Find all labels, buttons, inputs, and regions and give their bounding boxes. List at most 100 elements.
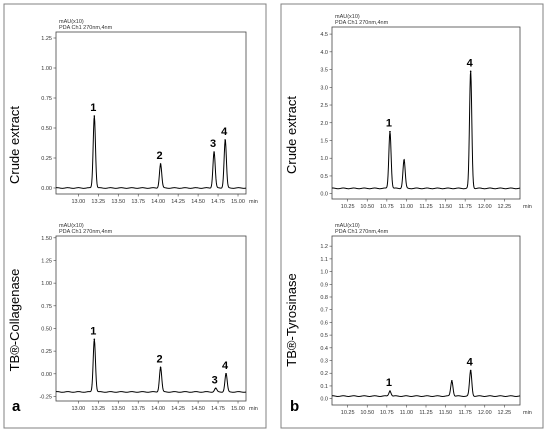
peak-apex: [93, 115, 96, 117]
panel-b-label: b: [290, 398, 299, 415]
x-tick-label: 14.25: [171, 406, 185, 412]
y-tick-label: 0.3: [320, 359, 328, 365]
x-tick-label: 11.25: [419, 204, 432, 210]
y-tick-label: 2.5: [320, 103, 328, 109]
x-tick-label: 10.75: [380, 410, 394, 416]
y-tick-label: 0.8: [320, 295, 328, 301]
y-tick-label: 1.00: [41, 66, 52, 72]
x-tick-label: 12.00: [478, 204, 492, 210]
peak-apex: [93, 338, 96, 341]
detector-channel-label: PDA Ch1 270nm,4nm: [335, 20, 389, 26]
detector-unit-label: mAU(x10): [59, 19, 84, 25]
x-tick-label: 12.00: [478, 410, 492, 416]
x-tick-label: 13.75: [131, 406, 145, 412]
chart-a-top: mAU(x10)PDA Ch1 270nm,4nm 13.00 13.25 13.50…: [41, 19, 258, 205]
y-tick-label: 0.6: [320, 320, 328, 326]
x-tick-label: 11.75: [458, 410, 471, 416]
chromatogram-trace: [55, 339, 247, 393]
sample-label-b-bottom: TB®-Tyrosinase: [284, 273, 299, 366]
chromatogram-trace: [331, 369, 521, 397]
x-tick-label: 15.00: [231, 406, 245, 412]
detector-channel-label: PDA Ch1 270nm,4nm: [59, 229, 113, 235]
peak-label: 1: [386, 118, 392, 130]
peak-apex: [403, 159, 405, 161]
peak-label: 1: [386, 377, 392, 389]
chart-b-bottom: mAU(x10)PDA Ch1 270nm,4nm 10.25 10.50 10.75…: [320, 223, 532, 416]
y-tick-label: 0.1: [320, 384, 328, 390]
y-tick-label: 0.9: [320, 282, 328, 288]
x-tick-label: 14.50: [191, 406, 205, 412]
x-unit-label: min: [249, 406, 258, 412]
x-tick-label: 14.25: [171, 199, 185, 205]
peak-apex: [225, 373, 227, 375]
x-tick-label: 13.75: [131, 199, 145, 205]
y-tick-label: 0.25: [41, 349, 52, 355]
y-tick-label: 0.50: [41, 126, 52, 132]
peak-apex: [159, 366, 162, 369]
y-tick-label: 3.5: [320, 68, 328, 74]
y-tick-label: 0.0: [320, 192, 328, 198]
chart-b-top: mAU(x10)PDA Ch1 270nm,4nm 10.25 10.50 10.75…: [320, 14, 532, 210]
x-unit-label: min: [523, 204, 532, 210]
y-tick-label: -0.25: [39, 394, 52, 400]
x-tick-label: 11.50: [439, 410, 452, 416]
y-tick-label: 4.5: [320, 32, 328, 38]
x-tick-label: 14.75: [211, 406, 225, 412]
y-tick-label: 0.7: [320, 308, 328, 314]
y-tick-label: 3.0: [320, 85, 328, 91]
y-tick-label: 1.50: [41, 236, 52, 242]
y-tick-label: 1.25: [41, 258, 52, 264]
plot-frame: [55, 31, 247, 195]
y-tick-label: 0.25: [41, 156, 52, 162]
y-tick-label: 0.50: [41, 326, 52, 332]
y-tick-label: 0.4: [320, 346, 328, 352]
x-tick-label: 14.75: [211, 199, 225, 205]
x-tick-label: 10.25: [341, 204, 355, 210]
plot-frame: [331, 235, 521, 406]
peak-label: 3: [212, 374, 218, 386]
y-tick-label: 0.00: [41, 186, 52, 192]
x-tick-label: 11.00: [400, 204, 413, 210]
y-tick-label: 0.5: [320, 333, 328, 339]
x-tick-label: 11.75: [458, 204, 471, 210]
peak-label: 4: [467, 357, 474, 369]
peak-apex: [469, 369, 472, 372]
x-unit-label: min: [523, 410, 532, 416]
y-tick-label: 0.00: [41, 372, 52, 378]
y-tick-label: 2.0: [320, 121, 328, 127]
x-tick-label: 13.50: [111, 199, 125, 205]
y-tick-label: 0.2: [320, 371, 328, 377]
x-tick-label: 13.50: [111, 406, 125, 412]
y-tick-label: 0.0: [320, 397, 328, 403]
x-tick-label: 15.00: [231, 199, 245, 205]
peak-label: 1: [90, 325, 96, 337]
sample-label-b-top: Crude extract: [284, 96, 299, 174]
detector-unit-label: mAU(x10): [59, 223, 84, 229]
chromatogram-trace: [55, 116, 247, 189]
x-tick-label: 10.50: [360, 410, 374, 416]
x-tick-label: 14.00: [151, 199, 165, 205]
x-tick-label: 10.25: [341, 410, 355, 416]
sample-label-a-bottom: TB®-Collagenase: [7, 269, 22, 372]
peak-label: 2: [157, 150, 163, 162]
x-tick-label: 12.25: [497, 204, 511, 210]
detector-channel-label: PDA Ch1 270nm,4nm: [59, 25, 113, 31]
x-tick-label: 11.50: [439, 204, 452, 210]
peak-apex: [159, 163, 162, 165]
panel-a-label: a: [12, 398, 21, 415]
y-tick-label: 1.0: [320, 156, 328, 162]
x-tick-label: 13.00: [71, 199, 85, 205]
x-tick-label: 13.00: [71, 406, 85, 412]
peak-apex: [389, 390, 391, 392]
peak-apex: [389, 130, 391, 133]
x-tick-label: 11.00: [400, 410, 413, 416]
y-tick-label: 1.5: [320, 138, 328, 144]
y-tick-label: 1.25: [41, 36, 52, 42]
y-tick-label: 1.1: [320, 257, 328, 263]
peak-label: 4: [467, 57, 474, 69]
y-tick-label: 0.5: [320, 174, 328, 180]
peak-label: 1: [90, 102, 96, 114]
detector-unit-label: mAU(x10): [335, 223, 360, 229]
